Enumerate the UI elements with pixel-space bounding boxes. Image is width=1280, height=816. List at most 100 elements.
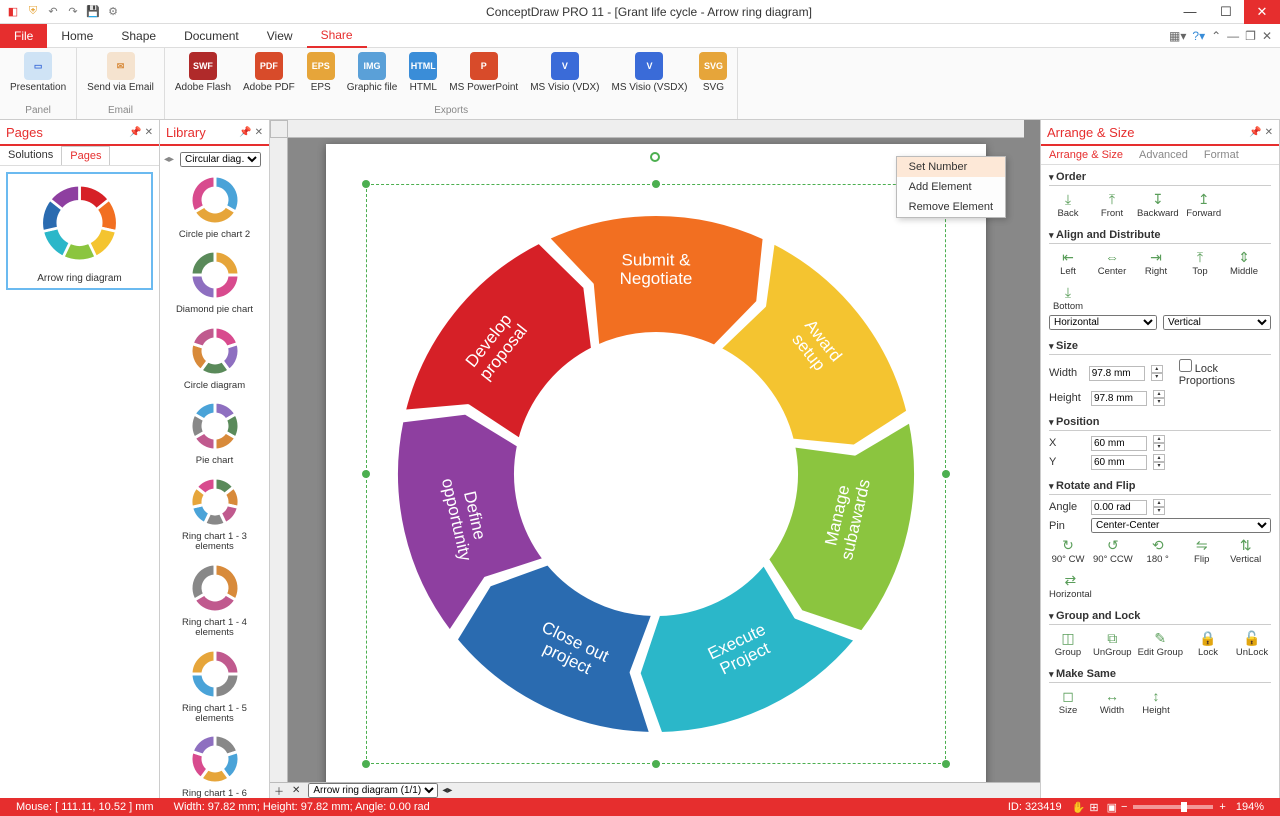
forward-button[interactable]: ↥Forward: [1185, 190, 1223, 219]
page-tab-selector[interactable]: Arrow ring diagram (1/1): [308, 783, 438, 798]
grid-icon[interactable]: ▦▾: [1169, 29, 1186, 43]
y-input[interactable]: [1091, 455, 1147, 470]
close-icon[interactable]: ✕: [1265, 127, 1273, 138]
help-icon[interactable]: ?▾: [1192, 29, 1205, 43]
tab-advanced[interactable]: Advanced: [1131, 146, 1196, 164]
height-spinner[interactable]: ▴▾: [1153, 390, 1165, 406]
y-spinner[interactable]: ▴▾: [1153, 454, 1165, 470]
pin-select[interactable]: Center-Center: [1091, 518, 1271, 533]
group-button[interactable]: ◫Group: [1049, 629, 1087, 658]
front-button[interactable]: ⤒Front: [1093, 190, 1131, 219]
x-input[interactable]: [1091, 436, 1147, 451]
selection-handle[interactable]: [362, 180, 370, 188]
fit-icon[interactable]: ▣: [1103, 801, 1121, 814]
bottom-button[interactable]: ⤓Bottom: [1049, 283, 1087, 312]
library-item[interactable]: Circle diagram: [164, 324, 265, 391]
ribbon-min-icon[interactable]: ⌃: [1211, 29, 1221, 43]
ctx-remove-element[interactable]: Remove Element: [897, 197, 1005, 217]
selection-handle[interactable]: [362, 470, 370, 478]
angle-input[interactable]: [1091, 500, 1147, 515]
export-adobe-pdf-button[interactable]: PDFAdobe PDF: [237, 50, 301, 104]
selection-handle[interactable]: [942, 470, 950, 478]
maximize-button[interactable]: ☐: [1208, 0, 1244, 24]
presentation-button[interactable]: ▭ Presentation: [4, 50, 72, 104]
edit-group-button[interactable]: ✎Edit Group: [1138, 629, 1183, 658]
90-cw-button[interactable]: ↻90° CW: [1049, 536, 1087, 565]
export-html-button[interactable]: HTMLHTML: [403, 50, 443, 104]
90-ccw-button[interactable]: ↺90° CCW: [1093, 536, 1133, 565]
library-item[interactable]: Diamond pie chart: [164, 248, 265, 315]
angle-spinner[interactable]: ▴▾: [1153, 499, 1165, 515]
align-v-select[interactable]: Vertical: [1163, 315, 1271, 330]
page-thumbnail[interactable]: Arrow ring diagram: [6, 172, 153, 290]
library-selector[interactable]: Circular diag…: [180, 152, 261, 167]
ctx-set-number[interactable]: Set Number: [897, 157, 1005, 177]
library-item[interactable]: Ring chart 1 - 6 elements: [164, 732, 265, 798]
send-email-button[interactable]: ✉ Send via Email: [81, 50, 160, 104]
align-h-select[interactable]: Horizontal: [1049, 315, 1157, 330]
lock-button[interactable]: 🔒Lock: [1189, 629, 1227, 658]
left-button[interactable]: ⇤Left: [1049, 248, 1087, 277]
library-item[interactable]: Ring chart 1 - 4 elements: [164, 561, 265, 639]
unlock-button[interactable]: 🔓UnLock: [1233, 629, 1271, 658]
tab-share[interactable]: Share: [307, 24, 367, 48]
mdi-close-icon[interactable]: ✕: [1262, 29, 1272, 43]
undo-icon[interactable]: ↶: [46, 5, 60, 19]
add-page-icon[interactable]: ＋: [270, 783, 288, 798]
export-eps-button[interactable]: EPSEPS: [301, 50, 341, 104]
ctx-add-element[interactable]: Add Element: [897, 177, 1005, 197]
height-input[interactable]: [1091, 391, 1147, 406]
mdi-min-icon[interactable]: —: [1227, 29, 1239, 43]
selection-handle[interactable]: [652, 760, 660, 768]
pin-icon[interactable]: 📌: [1249, 127, 1261, 138]
size-button[interactable]: ◻Size: [1049, 687, 1087, 716]
close-icon[interactable]: ✕: [255, 127, 263, 138]
close-button[interactable]: ✕: [1244, 0, 1280, 24]
pin-icon[interactable]: 📌: [129, 127, 141, 138]
library-item[interactable]: Ring chart 1 - 5 elements: [164, 647, 265, 725]
center-button[interactable]: ⇔Center: [1093, 248, 1131, 277]
180--button[interactable]: ⟲180 °: [1139, 536, 1177, 565]
selection-handle[interactable]: [362, 760, 370, 768]
library-item[interactable]: Ring chart 1 - 3 elements: [164, 475, 265, 553]
width-button[interactable]: ↔Width: [1093, 687, 1131, 716]
settings-icon[interactable]: ⚙: [106, 5, 120, 19]
middle-button[interactable]: ⇕Middle: [1225, 248, 1263, 277]
export-graphic-file-button[interactable]: IMGGraphic file: [341, 50, 404, 104]
tab-home[interactable]: Home: [47, 24, 107, 48]
library-item[interactable]: Pie chart: [164, 399, 265, 466]
shield-icon[interactable]: ⛨: [26, 5, 40, 19]
flip-button[interactable]: ⇋Flip: [1183, 536, 1221, 565]
width-input[interactable]: [1089, 366, 1145, 381]
x-spinner[interactable]: ▴▾: [1153, 435, 1165, 451]
horizontal-button[interactable]: ⇄Horizontal: [1049, 571, 1092, 600]
ungroup-button[interactable]: ⧉UnGroup: [1093, 629, 1132, 658]
snap-icon[interactable]: ⊞: [1085, 801, 1102, 814]
back-button[interactable]: ⤓Back: [1049, 190, 1087, 219]
library-item[interactable]: Circle pie chart 2: [164, 173, 265, 240]
lock-proportions-checkbox[interactable]: [1179, 359, 1192, 372]
canvas-viewport[interactable]: DevelopproposalSubmit &NegotiateAwardset…: [288, 138, 1024, 782]
hand-tool-icon[interactable]: ✋: [1072, 801, 1086, 814]
selection-handle[interactable]: [942, 760, 950, 768]
scroll-right-icon[interactable]: ▸: [447, 785, 452, 796]
close-icon[interactable]: ✕: [145, 127, 153, 138]
top-button[interactable]: ⤒Top: [1181, 248, 1219, 277]
tab-file[interactable]: File: [0, 24, 47, 48]
tab-arrange-size[interactable]: Arrange & Size: [1041, 146, 1131, 164]
vertical-button[interactable]: ⇅Vertical: [1227, 536, 1265, 565]
width-spinner[interactable]: ▴▾: [1151, 365, 1163, 381]
rotate-handle[interactable]: [650, 152, 660, 162]
tab-view[interactable]: View: [253, 24, 307, 48]
save-icon[interactable]: 💾: [86, 5, 100, 19]
export-svg-button[interactable]: SVGSVG: [693, 50, 733, 104]
export-ms-powerpoint-button[interactable]: PMS PowerPoint: [443, 50, 524, 104]
drawing-page[interactable]: DevelopproposalSubmit &NegotiateAwardset…: [326, 144, 986, 782]
zoom-out-icon[interactable]: −: [1121, 801, 1127, 813]
height-button[interactable]: ↕Height: [1137, 687, 1175, 716]
export-ms-visio-vdx--button[interactable]: VMS Visio (VDX): [524, 50, 605, 104]
export-adobe-flash-button[interactable]: SWFAdobe Flash: [169, 50, 237, 104]
subtab-solutions[interactable]: Solutions: [0, 146, 61, 165]
selection-handle[interactable]: [652, 180, 660, 188]
tab-format[interactable]: Format: [1196, 146, 1247, 164]
